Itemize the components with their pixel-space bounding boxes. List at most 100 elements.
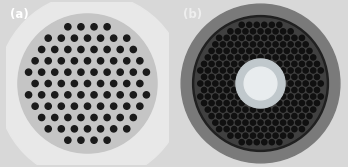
Circle shape — [137, 80, 143, 87]
Circle shape — [273, 107, 278, 112]
Circle shape — [213, 55, 218, 60]
Circle shape — [262, 114, 267, 119]
Circle shape — [228, 42, 233, 47]
Circle shape — [314, 74, 319, 80]
Circle shape — [220, 42, 226, 47]
Circle shape — [130, 92, 136, 98]
Circle shape — [84, 80, 90, 87]
Circle shape — [250, 29, 256, 34]
Circle shape — [258, 55, 263, 60]
Circle shape — [288, 55, 293, 60]
Circle shape — [91, 137, 97, 143]
Circle shape — [292, 48, 297, 53]
Circle shape — [65, 137, 71, 143]
Circle shape — [209, 114, 214, 119]
Circle shape — [254, 114, 259, 119]
Circle shape — [239, 22, 244, 27]
Circle shape — [192, 16, 329, 151]
Circle shape — [137, 103, 143, 109]
Circle shape — [97, 103, 104, 109]
Text: (a): (a) — [10, 8, 29, 21]
Circle shape — [231, 114, 237, 119]
Circle shape — [284, 87, 290, 93]
Circle shape — [280, 55, 286, 60]
Circle shape — [311, 81, 316, 86]
Circle shape — [45, 35, 51, 41]
Circle shape — [213, 107, 218, 112]
Circle shape — [254, 48, 259, 53]
Circle shape — [299, 127, 304, 132]
Circle shape — [250, 107, 256, 112]
Circle shape — [181, 4, 340, 163]
Circle shape — [295, 120, 301, 125]
Circle shape — [216, 100, 222, 106]
Circle shape — [78, 114, 84, 121]
Circle shape — [235, 29, 240, 34]
Circle shape — [280, 133, 286, 138]
Circle shape — [228, 94, 233, 99]
Circle shape — [65, 114, 71, 121]
Circle shape — [216, 35, 222, 40]
Circle shape — [91, 114, 97, 121]
Circle shape — [295, 94, 301, 99]
Circle shape — [288, 120, 293, 125]
Circle shape — [198, 94, 203, 99]
Circle shape — [52, 69, 58, 75]
Circle shape — [299, 35, 304, 40]
Circle shape — [269, 35, 275, 40]
Circle shape — [307, 61, 312, 67]
Circle shape — [78, 46, 84, 53]
Circle shape — [277, 140, 282, 145]
Circle shape — [231, 87, 237, 93]
Circle shape — [84, 103, 90, 109]
Circle shape — [239, 140, 244, 145]
Circle shape — [254, 140, 259, 145]
Circle shape — [65, 46, 71, 53]
Circle shape — [52, 92, 58, 98]
Circle shape — [205, 55, 211, 60]
Circle shape — [216, 127, 222, 132]
Circle shape — [266, 55, 271, 60]
Circle shape — [143, 69, 150, 75]
Circle shape — [247, 48, 252, 53]
Circle shape — [117, 92, 123, 98]
Circle shape — [111, 58, 117, 64]
Circle shape — [220, 107, 226, 112]
Circle shape — [213, 94, 218, 99]
Circle shape — [303, 81, 308, 86]
Circle shape — [71, 103, 78, 109]
Circle shape — [39, 46, 45, 53]
Circle shape — [220, 120, 226, 125]
Circle shape — [284, 48, 290, 53]
Circle shape — [97, 80, 104, 87]
Circle shape — [0, 0, 186, 167]
Circle shape — [284, 35, 290, 40]
Circle shape — [250, 55, 256, 60]
Circle shape — [97, 126, 104, 132]
Circle shape — [243, 107, 248, 112]
Circle shape — [295, 107, 301, 112]
Circle shape — [273, 120, 278, 125]
Circle shape — [295, 81, 301, 86]
Circle shape — [262, 35, 267, 40]
Text: (b): (b) — [183, 8, 202, 21]
Circle shape — [284, 114, 290, 119]
Circle shape — [239, 35, 244, 40]
Circle shape — [266, 107, 271, 112]
Circle shape — [273, 55, 278, 60]
Circle shape — [314, 100, 319, 106]
Circle shape — [295, 68, 301, 73]
Circle shape — [216, 114, 222, 119]
Circle shape — [231, 100, 237, 106]
Circle shape — [254, 35, 259, 40]
Circle shape — [228, 29, 233, 34]
Circle shape — [224, 127, 229, 132]
Circle shape — [124, 80, 130, 87]
Circle shape — [244, 67, 277, 100]
Circle shape — [266, 42, 271, 47]
Circle shape — [235, 42, 240, 47]
Circle shape — [205, 81, 211, 86]
Circle shape — [130, 69, 136, 75]
Circle shape — [295, 55, 301, 60]
Circle shape — [198, 81, 203, 86]
